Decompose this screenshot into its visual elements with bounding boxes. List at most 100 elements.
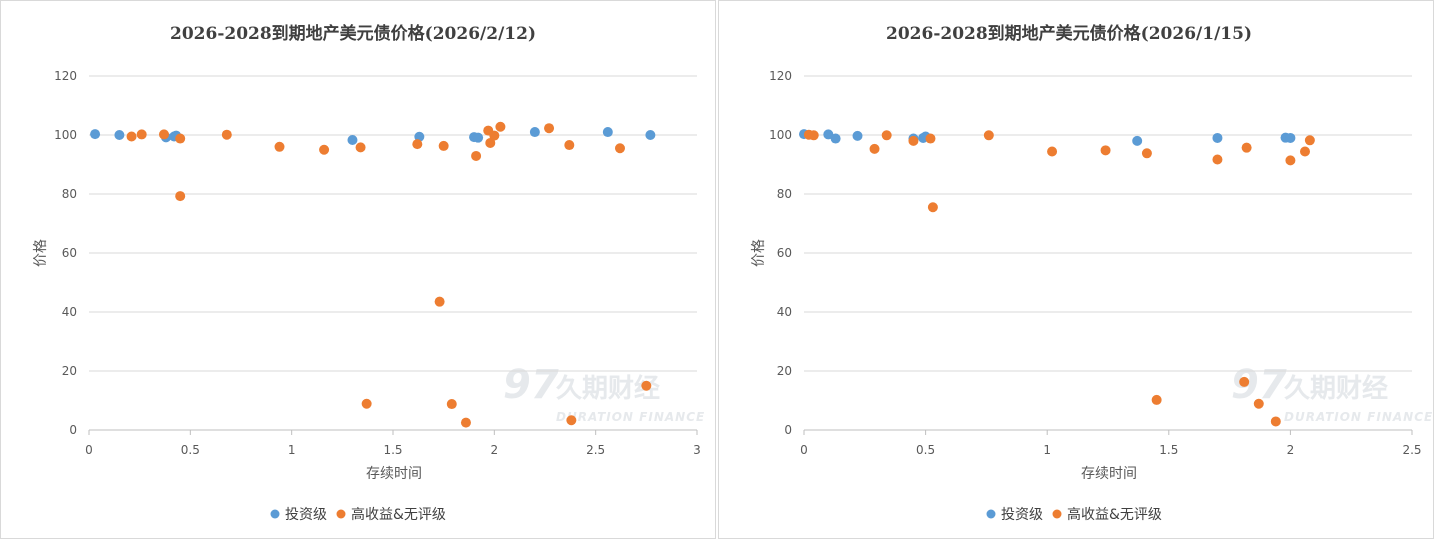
- scatter-point: [90, 129, 101, 140]
- scatter-point: [1304, 135, 1315, 146]
- scatter-point: [434, 296, 445, 307]
- x-axis-ticks: 0 0.5 1 1.5 2 2.5 3: [85, 430, 701, 457]
- scatter-point: [908, 135, 919, 146]
- scatter-point: [473, 132, 484, 143]
- scatter-point: [175, 133, 186, 144]
- scatter-point: [544, 123, 555, 134]
- legend-label-investment-grade: 投资级: [285, 507, 327, 523]
- scatter-point: [126, 131, 137, 142]
- x-axis-label: 存续时间: [1081, 465, 1137, 482]
- x-tick-label: 2: [491, 443, 499, 457]
- gridlines: [89, 75, 697, 372]
- data-points: [799, 129, 1315, 427]
- scatter-point: [564, 140, 575, 151]
- scatter-point: [641, 380, 652, 391]
- x-tick-label: 3: [693, 443, 701, 457]
- chart-title: 2026-2028到期地产美元债价格(2026/1/15): [886, 23, 1252, 44]
- scatter-point: [925, 133, 936, 144]
- scatter-point: [136, 129, 147, 140]
- scatter-point: [158, 129, 169, 140]
- legend-label-high-yield: 高收益&无评级: [351, 506, 446, 523]
- scatter-point: [221, 129, 232, 140]
- scatter-point: [1241, 142, 1252, 153]
- y-axis-label: 价格: [33, 239, 49, 267]
- scatter-chart-jan: 97 久期财经 DURATION FINANCE 020406080100120…: [751, 23, 1433, 523]
- scatter-point: [489, 130, 500, 141]
- scatter-point: [347, 135, 358, 146]
- scatter-point: [1212, 132, 1223, 143]
- scatter-point: [355, 142, 366, 153]
- scatter-point: [471, 150, 482, 161]
- scatter-point: [614, 143, 625, 154]
- y-tick-label: 120: [769, 69, 792, 83]
- scatter-point: [274, 141, 285, 152]
- scatter-point: [412, 139, 423, 150]
- y-tick-label: 60: [62, 246, 77, 260]
- scatter-point: [808, 130, 819, 141]
- legend-label-investment-grade: 投资级: [1001, 507, 1043, 523]
- y-tick-label: 100: [54, 128, 77, 142]
- y-axis-label: 价格: [751, 239, 767, 267]
- scatter-point: [495, 121, 506, 132]
- legend-marker-high-yield: [1052, 509, 1062, 519]
- x-tick-label: 1.5: [1159, 443, 1178, 457]
- x-axis-label: 存续时间: [366, 465, 422, 482]
- scatter-point: [1212, 154, 1223, 165]
- chart-panel-jan: 97 久期财经 DURATION FINANCE 0 20 40 60 80 100 120…: [718, 0, 1434, 539]
- legend-label-high-yield: 高收益&无评级: [1067, 506, 1162, 523]
- x-tick-label: 0: [800, 443, 808, 457]
- y-tick-label: 0: [69, 423, 77, 437]
- scatter-point: [361, 398, 372, 409]
- scatter-point: [1285, 132, 1296, 143]
- x-tick-label: 1: [1043, 443, 1051, 457]
- series-high-yield: [803, 129, 1315, 427]
- x-tick-label: 2: [1287, 443, 1295, 457]
- scatter-point: [1047, 146, 1058, 157]
- x-tick-label: 2.5: [1402, 443, 1421, 457]
- y-tick-label: 60: [777, 246, 792, 260]
- legend: 投资级 高收益&无评级: [986, 506, 1162, 523]
- scatter-point: [1132, 135, 1143, 146]
- scatter-point: [1299, 146, 1310, 157]
- x-tick-label: 1.5: [383, 443, 402, 457]
- watermark-glyph: 97: [503, 362, 559, 408]
- y-tick-label: 40: [777, 305, 792, 319]
- scatter-point: [485, 137, 496, 148]
- series-investment-grade: [799, 129, 1296, 146]
- scatter-point: [927, 202, 938, 213]
- chart-title: 2026-2028到期地产美元债价格(2026/2/12): [170, 23, 536, 44]
- y-tick-label: 80: [777, 187, 792, 201]
- x-tick-label: 0.5: [916, 443, 935, 457]
- scatter-point: [1151, 394, 1162, 405]
- scatter-point: [529, 127, 540, 138]
- x-tick-label: 1: [288, 443, 296, 457]
- legend-marker-high-yield: [336, 509, 346, 519]
- watermark-subtext: DURATION FINANCE: [1284, 410, 1433, 424]
- chart-panel-feb: 97 久期财经 DURATION FINANCE 0 20 40 60 80 100 120…: [0, 0, 716, 539]
- series-investment-grade: [90, 127, 656, 146]
- scatter-point: [830, 133, 841, 144]
- scatter-chart-feb: 97 久期财经 DURATION FINANCE 020406080100120…: [33, 23, 705, 523]
- y-tick-label: 120: [54, 69, 77, 83]
- scatter-point: [114, 130, 125, 140]
- scatter-point: [1141, 148, 1152, 159]
- y-axis-ticks: 0 20 40 60 80 100 120: [54, 69, 77, 437]
- legend: 投资级 高收益&无评级: [270, 506, 446, 523]
- y-axis-ticks: 0 20 40 60 80 100 120: [769, 69, 792, 437]
- gridlines: [804, 75, 1412, 372]
- legend-marker-investment-grade: [986, 509, 996, 519]
- y-tick-label: 80: [62, 187, 77, 201]
- scatter-point: [566, 415, 577, 426]
- scatter-point: [852, 130, 863, 141]
- scatter-point: [1285, 155, 1296, 166]
- watermark-subtext: DURATION FINANCE: [556, 410, 705, 424]
- scatter-point: [869, 143, 880, 154]
- x-tick-label: 0: [85, 443, 93, 457]
- watermark-text: 久期财经: [1284, 373, 1388, 404]
- scatter-point: [1239, 376, 1250, 387]
- legend-marker-investment-grade: [270, 509, 280, 519]
- scatter-point: [175, 191, 186, 202]
- scatter-point: [881, 130, 892, 141]
- y-tick-label: 20: [777, 364, 792, 378]
- scatter-point: [1253, 398, 1264, 409]
